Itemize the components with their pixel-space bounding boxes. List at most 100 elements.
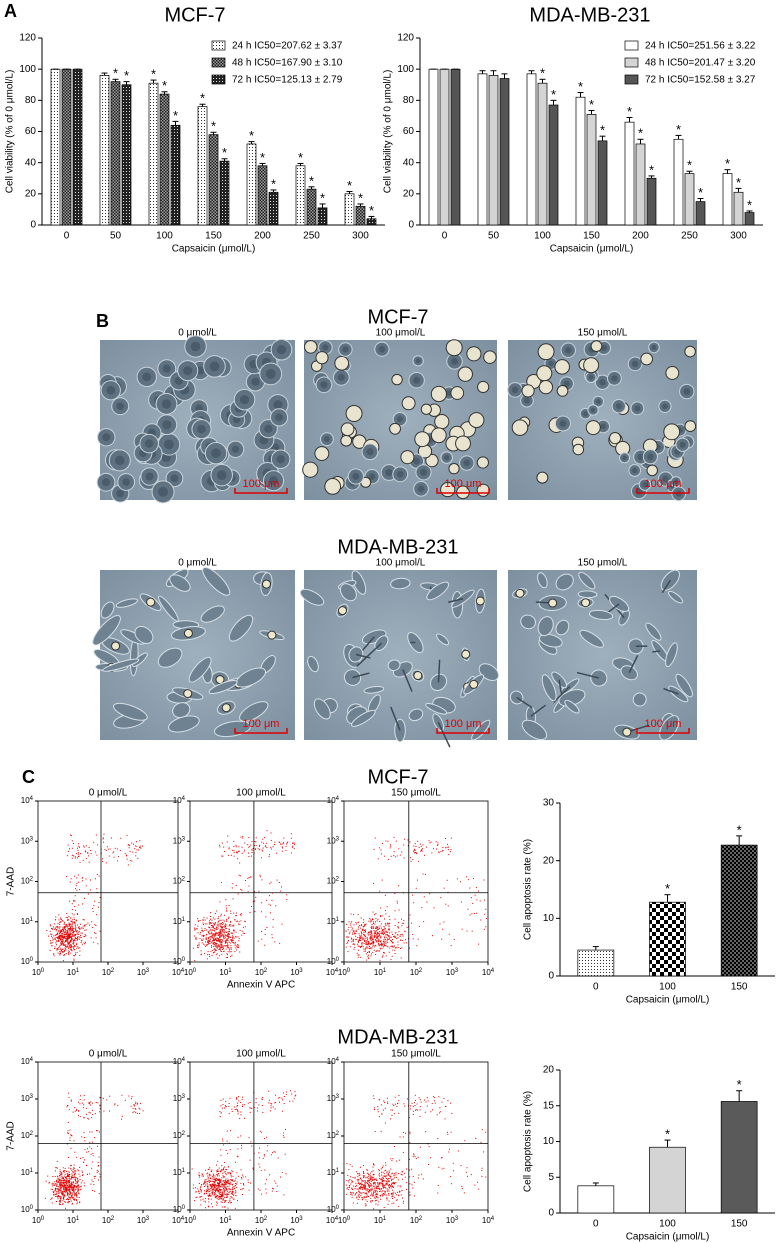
event xyxy=(65,1189,67,1191)
event xyxy=(213,938,215,940)
event xyxy=(80,1188,82,1190)
event xyxy=(136,1112,138,1114)
event xyxy=(381,879,383,881)
event xyxy=(66,1189,68,1191)
event xyxy=(395,1192,397,1194)
event xyxy=(236,1155,238,1157)
event xyxy=(475,1137,477,1139)
cell xyxy=(113,702,148,721)
event xyxy=(368,931,370,933)
event xyxy=(216,1187,218,1189)
event xyxy=(57,1176,59,1178)
event xyxy=(207,1177,209,1179)
event xyxy=(211,935,213,937)
cell xyxy=(208,679,238,695)
nucleus xyxy=(611,375,618,382)
event xyxy=(78,904,80,906)
event xyxy=(214,945,216,947)
event xyxy=(76,933,78,935)
event xyxy=(361,933,363,935)
event xyxy=(194,935,196,937)
event xyxy=(200,931,202,933)
event xyxy=(390,1193,392,1195)
event xyxy=(223,1187,225,1189)
event xyxy=(361,1186,363,1188)
event xyxy=(228,1186,230,1188)
event xyxy=(217,1178,219,1180)
tick-exponent: 3 xyxy=(146,1216,150,1222)
event xyxy=(81,880,83,882)
event xyxy=(200,1190,202,1192)
event xyxy=(228,935,230,937)
event xyxy=(227,945,229,947)
event xyxy=(218,940,220,942)
event xyxy=(232,898,234,900)
event xyxy=(362,929,364,931)
event xyxy=(124,1099,126,1101)
event xyxy=(348,1187,350,1189)
event xyxy=(374,927,376,929)
event xyxy=(281,850,283,852)
event xyxy=(388,1178,390,1180)
event xyxy=(220,1190,222,1192)
event xyxy=(78,936,80,938)
event xyxy=(225,927,227,929)
event xyxy=(423,921,425,923)
event xyxy=(207,941,209,943)
event xyxy=(45,1180,47,1182)
event xyxy=(225,1183,227,1185)
cell xyxy=(468,412,485,429)
event xyxy=(233,931,235,933)
event xyxy=(404,1172,406,1174)
y-tick-label: 80 xyxy=(403,95,415,106)
y-tick-label: 102 xyxy=(21,1131,34,1141)
event xyxy=(71,1177,73,1179)
event xyxy=(442,850,444,852)
event xyxy=(364,939,366,941)
y-tick-label: 103 xyxy=(21,1094,34,1104)
event xyxy=(214,934,216,936)
event xyxy=(376,950,378,952)
event xyxy=(277,1157,279,1159)
event xyxy=(220,928,222,930)
event xyxy=(197,946,199,948)
event xyxy=(209,1194,211,1196)
event xyxy=(265,845,267,847)
event xyxy=(429,842,431,844)
event xyxy=(237,1136,239,1138)
event xyxy=(361,939,363,941)
event xyxy=(64,928,66,930)
event xyxy=(222,933,224,935)
event xyxy=(63,954,65,956)
x-tick-label: 102 xyxy=(102,968,115,978)
event xyxy=(218,933,220,935)
event xyxy=(359,1188,361,1190)
event xyxy=(384,934,386,936)
event xyxy=(360,1178,362,1180)
event xyxy=(232,1170,234,1172)
event xyxy=(72,940,74,942)
event xyxy=(57,1189,59,1191)
event xyxy=(389,919,391,921)
event xyxy=(398,1095,400,1097)
event xyxy=(88,861,90,863)
legend-swatch xyxy=(211,40,226,51)
cell xyxy=(555,619,570,636)
tick-base: 10 xyxy=(374,968,383,977)
event xyxy=(218,1190,220,1192)
event xyxy=(50,1188,52,1190)
event xyxy=(225,936,227,938)
event xyxy=(213,924,215,926)
event xyxy=(73,914,75,916)
event xyxy=(75,1180,77,1182)
event xyxy=(351,941,353,943)
event xyxy=(76,938,78,940)
event xyxy=(416,853,418,855)
event xyxy=(352,1192,354,1194)
event xyxy=(371,1187,373,1189)
event xyxy=(380,1130,382,1132)
x-tick-label: 103 xyxy=(137,1216,150,1226)
event xyxy=(224,1171,226,1173)
event xyxy=(272,919,274,921)
event xyxy=(215,1196,217,1198)
